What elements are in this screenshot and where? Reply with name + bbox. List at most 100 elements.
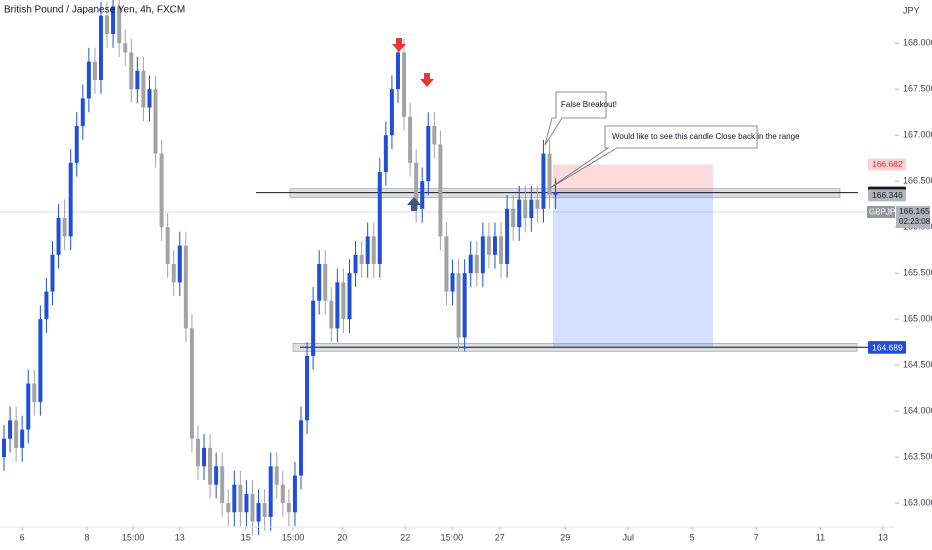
candle-body [474, 254, 479, 274]
candle-body [256, 503, 261, 522]
candle-body [123, 43, 128, 53]
candle-body [395, 52, 400, 90]
y-tick-label: 163.500 [903, 451, 932, 461]
x-tick-label: 7 [754, 532, 759, 542]
x-tick-label: 15 [241, 532, 251, 542]
candle-body [98, 15, 103, 81]
candle-body [438, 144, 443, 237]
x-tick-label: 20 [337, 532, 347, 542]
candle-body [86, 61, 91, 99]
candle-body [353, 254, 358, 274]
candle-body [280, 484, 285, 504]
y-tick-label: 168.000 [903, 38, 932, 48]
candle-body [208, 447, 213, 485]
candle-body [305, 355, 310, 421]
candle-body [202, 447, 207, 467]
x-tick-label: 22 [400, 532, 410, 542]
candle-body [171, 263, 176, 283]
x-tick-label: 5 [689, 532, 694, 542]
candle-body [408, 116, 413, 163]
target-zone [553, 192, 713, 348]
annotation: False Breakout! [561, 100, 617, 109]
candle-body [299, 420, 304, 476]
countdown-label: 02:23:08 [899, 217, 931, 226]
candle-body [462, 273, 467, 338]
candle-body [341, 282, 346, 320]
annotation: Would like to see this candle Close back… [612, 132, 800, 141]
candle-body [499, 236, 504, 264]
candle-body [347, 273, 352, 320]
candle-body [238, 484, 243, 513]
candle-body [44, 291, 49, 320]
candle-body [541, 153, 546, 209]
x-tick-label: 29 [560, 532, 570, 542]
candle-body [517, 199, 522, 228]
candle-body [226, 503, 231, 513]
candle-body [232, 484, 237, 513]
y-tick-label: 164.000 [903, 405, 932, 415]
chart-title: British Pound / Japanese Yen, 4h, FXCM [4, 5, 185, 16]
y-tick-label: 165.500 [903, 268, 932, 278]
candle-body [8, 420, 13, 439]
down-arrow [420, 73, 434, 87]
candle-body [529, 199, 534, 218]
candle-body [2, 438, 7, 458]
candle-body [432, 126, 437, 145]
candle-body [286, 503, 291, 513]
candle-body [80, 98, 85, 127]
candle-body [317, 263, 322, 301]
candle-body [141, 70, 146, 108]
current-price-label: 166.165 [899, 206, 930, 216]
price-tag [868, 189, 906, 202]
candle-body [214, 466, 219, 485]
candle-body [335, 282, 340, 329]
symbol-label: GBPJPY [869, 208, 901, 217]
candle-body [359, 254, 364, 264]
candle-body [486, 236, 491, 255]
candle-body [450, 273, 455, 292]
candle-body [402, 52, 407, 117]
candle-body [129, 52, 134, 90]
candle-body [147, 89, 152, 108]
symbol-tag [867, 205, 895, 218]
candle-body [159, 153, 164, 228]
candle-body [505, 208, 510, 264]
candle-body [92, 61, 97, 81]
x-tick-label: 15:00 [122, 532, 145, 542]
candle-body [420, 181, 425, 209]
candle-body [492, 236, 497, 255]
candle-body [250, 493, 255, 522]
candle-body [365, 236, 370, 264]
candle-body [56, 217, 61, 255]
candle-body [414, 162, 419, 209]
price-tag-label: 164.689 [872, 342, 903, 352]
candle-body [62, 217, 67, 237]
candle-body [383, 135, 388, 172]
candle-body [183, 245, 188, 329]
candle-body [165, 227, 170, 264]
x-tick-label: 15:00 [441, 532, 464, 542]
candle-body [262, 503, 267, 517]
candle-body [329, 300, 334, 329]
candle-body [323, 263, 328, 301]
candle-body [117, 6, 122, 44]
candle-body [153, 89, 158, 154]
candle-body [547, 153, 552, 195]
candle-body [553, 192, 558, 195]
candle-body [177, 245, 182, 283]
x-tick-label: 13 [878, 532, 888, 542]
candle-body [74, 126, 79, 163]
candle-body [20, 429, 25, 448]
candle-body [189, 328, 194, 439]
price-tag-label: 166.682 [872, 159, 903, 169]
price-tag [868, 158, 906, 171]
down-arrow [392, 38, 406, 52]
x-tick-label: 13 [175, 532, 185, 542]
candle-body [105, 15, 110, 35]
candle-body [311, 300, 316, 356]
candle-body [523, 199, 528, 218]
candle-body [195, 438, 200, 467]
y-tick-label: 163.000 [903, 497, 932, 507]
candle-body [535, 199, 540, 209]
